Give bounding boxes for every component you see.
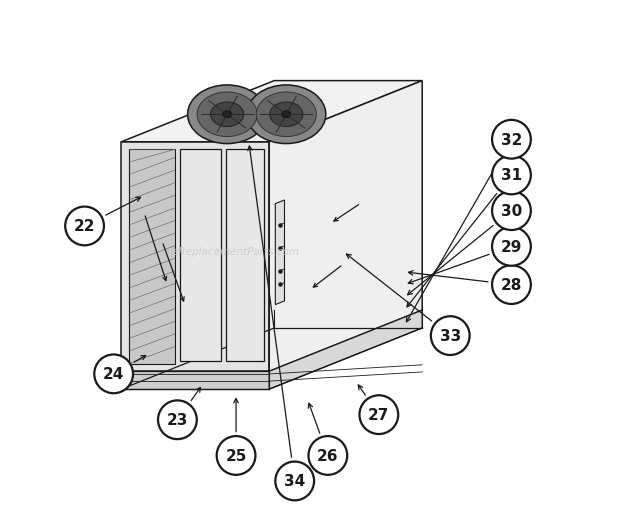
- Circle shape: [65, 207, 104, 246]
- Text: 32: 32: [501, 132, 522, 148]
- Polygon shape: [122, 372, 269, 389]
- Circle shape: [431, 317, 469, 355]
- Ellipse shape: [223, 111, 232, 119]
- Ellipse shape: [211, 103, 244, 127]
- Ellipse shape: [281, 111, 291, 119]
- Text: 33: 33: [440, 328, 461, 344]
- Text: 31: 31: [501, 168, 522, 183]
- Text: 25: 25: [225, 448, 247, 463]
- Circle shape: [309, 436, 347, 475]
- Polygon shape: [122, 143, 269, 372]
- Circle shape: [275, 462, 314, 500]
- Ellipse shape: [270, 103, 303, 127]
- Text: 28: 28: [501, 277, 522, 293]
- Circle shape: [492, 121, 531, 159]
- Text: eReplacementParts.com: eReplacementParts.com: [172, 247, 299, 257]
- Text: 27: 27: [368, 407, 389, 422]
- Ellipse shape: [188, 86, 267, 145]
- Text: 22: 22: [74, 219, 95, 234]
- Circle shape: [492, 156, 531, 195]
- Text: 29: 29: [501, 239, 522, 254]
- Ellipse shape: [256, 93, 316, 137]
- Text: 26: 26: [317, 448, 339, 463]
- Ellipse shape: [247, 86, 326, 145]
- Circle shape: [94, 355, 133, 393]
- Text: 30: 30: [501, 204, 522, 219]
- Polygon shape: [180, 150, 221, 361]
- Circle shape: [360, 395, 398, 434]
- Polygon shape: [226, 150, 264, 361]
- Ellipse shape: [197, 93, 257, 137]
- Circle shape: [216, 436, 255, 475]
- Polygon shape: [275, 201, 285, 305]
- Polygon shape: [122, 81, 422, 143]
- Text: 23: 23: [167, 412, 188, 428]
- Polygon shape: [269, 310, 422, 389]
- Text: 34: 34: [284, 473, 305, 489]
- Circle shape: [492, 266, 531, 304]
- Polygon shape: [269, 81, 422, 372]
- Text: 24: 24: [103, 366, 125, 382]
- Circle shape: [492, 228, 531, 266]
- Circle shape: [492, 192, 531, 231]
- Polygon shape: [129, 150, 175, 364]
- Circle shape: [158, 401, 197, 439]
